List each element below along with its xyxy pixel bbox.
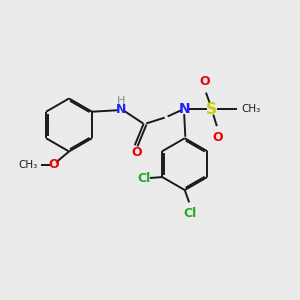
Text: O: O	[48, 158, 59, 171]
Text: O: O	[199, 75, 210, 88]
Text: Cl: Cl	[137, 172, 151, 185]
Text: N: N	[116, 103, 126, 116]
Text: Cl: Cl	[183, 207, 197, 220]
Text: CH₃: CH₃	[18, 160, 38, 170]
Text: S: S	[206, 102, 217, 117]
Text: CH₃: CH₃	[241, 104, 260, 114]
Text: H: H	[117, 96, 125, 106]
Text: O: O	[212, 130, 223, 144]
Text: O: O	[131, 146, 142, 160]
Text: N: N	[179, 102, 190, 116]
